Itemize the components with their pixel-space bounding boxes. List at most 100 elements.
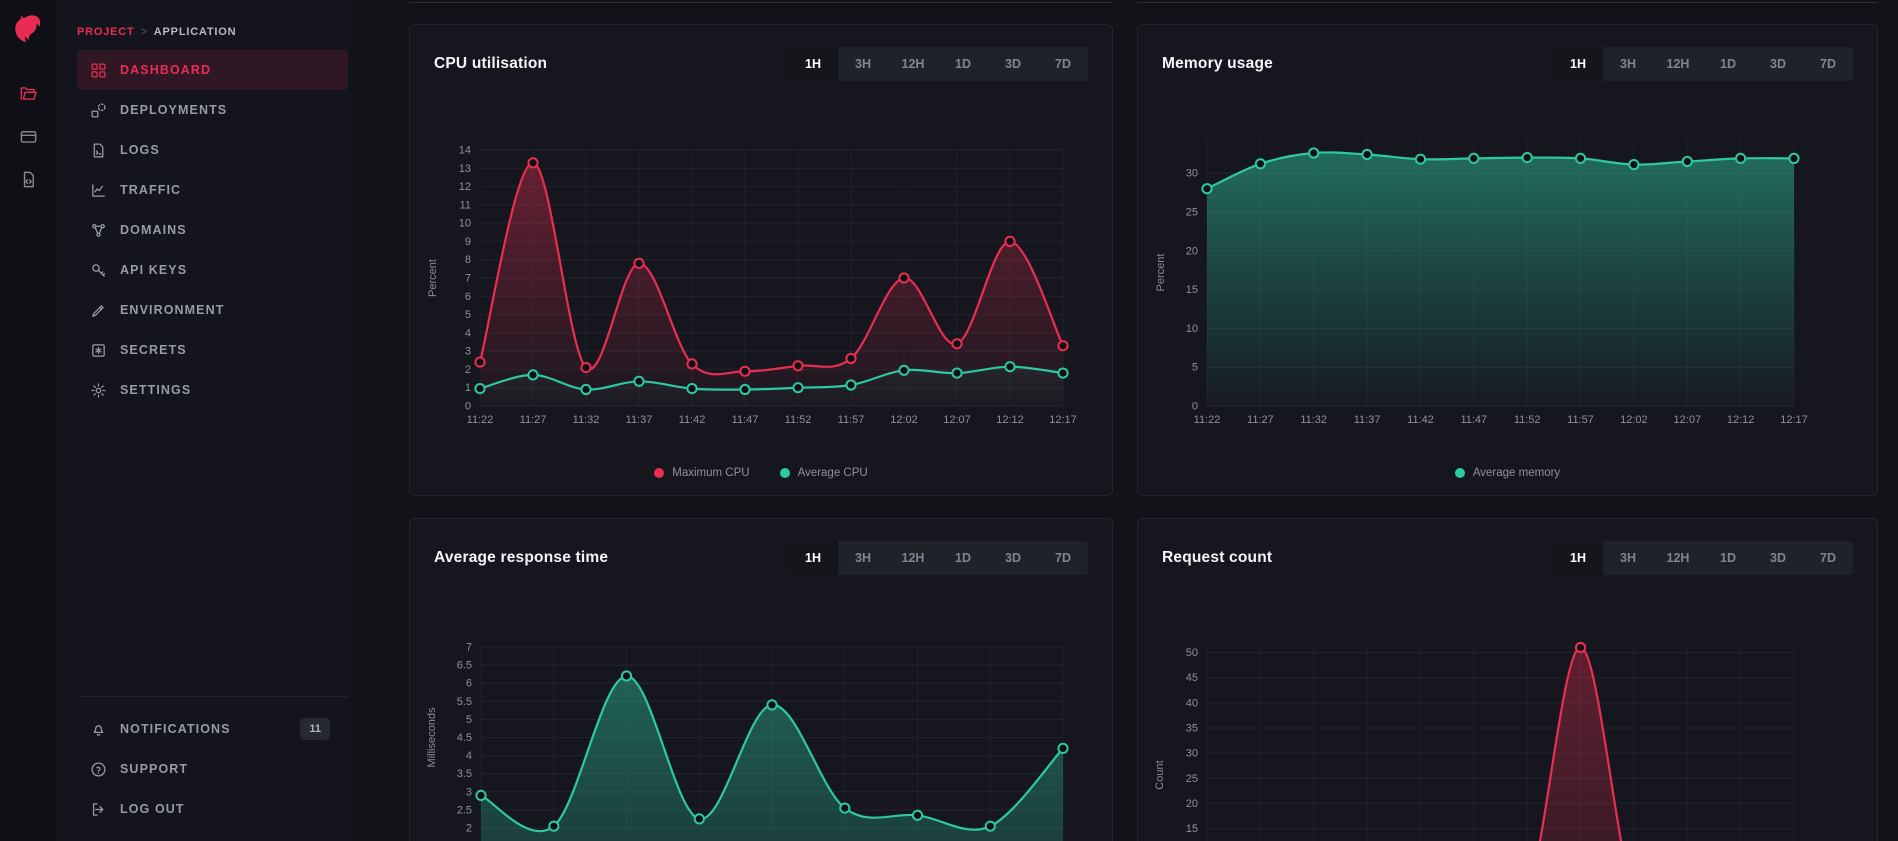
range-button-3d[interactable]: 3D [1753,541,1803,575]
time-range-selector: 1H 3H 12H 1D 3D 7D [1553,541,1853,575]
svg-text:6: 6 [465,291,471,303]
range-button-12h[interactable]: 12H [888,47,938,81]
range-button-1d[interactable]: 1D [938,47,988,81]
range-button-7d[interactable]: 7D [1803,541,1853,575]
svg-text:11: 11 [460,199,471,211]
svg-text:11:47: 11:47 [1460,414,1487,426]
range-button-12h[interactable]: 12H [1653,47,1703,81]
svg-text:4.5: 4.5 [457,732,472,744]
range-button-1d[interactable]: 1D [1703,47,1753,81]
range-button-1d[interactable]: 1D [938,541,988,575]
sidebar-item-deployments[interactable]: DEPLOYMENTS [77,90,348,130]
range-button-3d[interactable]: 3D [988,47,1038,81]
svg-text:40: 40 [1186,697,1198,709]
nest-logo[interactable] [10,10,48,48]
range-button-1h[interactable]: 1H [1553,541,1603,575]
sidebar-item-label: SUPPORT [120,762,189,776]
logs-icon [93,142,104,158]
range-button-3h[interactable]: 3H [1603,541,1653,575]
svg-text:15: 15 [1186,823,1198,835]
svg-text:10: 10 [459,218,471,230]
breadcrumb-application[interactable]: APPLICATION [153,26,237,38]
sidebar-item-environment[interactable]: ENVIRONMENT [77,290,348,330]
sidebar-item-label: LOGS [120,143,160,157]
legend-dot [1454,468,1465,478]
cutoff-card-edge [409,2,1113,3]
svg-text:8: 8 [465,254,471,266]
range-button-3d[interactable]: 3D [1753,47,1803,81]
range-button-1h[interactable]: 1H [788,47,838,81]
sidebar-item-notifications[interactable]: NOTIFICATIONS 11 [77,709,348,749]
legend-label: Maximum CPU [672,467,750,479]
range-button-1h[interactable]: 1H [1553,47,1603,81]
svg-text:2: 2 [465,364,471,376]
rail-button-code[interactable] [10,160,48,198]
svg-text:7: 7 [465,273,471,285]
response-time-card: Average response time 1H 3H 12H 1D 3D 7D 2 2.5… [409,518,1113,841]
svg-text:Milliseconds: Milliseconds [426,707,438,767]
request-count-chart[interactable]: 05101520253035404550Count [1138,597,1878,841]
sidebar-item-label: DEPLOYMENTS [120,103,228,117]
range-button-12h[interactable]: 12H [1653,541,1703,575]
svg-text:11:37: 11:37 [1354,414,1381,426]
svg-text:30: 30 [1186,168,1198,180]
legend-item-maximum-cpu[interactable]: Maximum CPU [654,467,750,479]
svg-text:11:22: 11:22 [1194,414,1221,426]
svg-text:10: 10 [1186,323,1198,335]
range-button-7d[interactable]: 7D [1803,47,1853,81]
legend-item-average-cpu[interactable]: Average CPU [779,467,868,479]
sidebar-item-label: API KEYS [120,263,188,277]
legend-item-average-memory[interactable]: Average memory [1454,467,1560,479]
range-button-3h[interactable]: 3H [1603,47,1653,81]
card-header: Average response time 1H 3H 12H 1D 3D 7D [410,519,1112,597]
time-range-selector: 1H 3H 12H 1D 3D 7D [1553,47,1853,81]
range-button-3h[interactable]: 3H [838,541,888,575]
breadcrumb-project[interactable]: PROJECT [77,26,135,38]
svg-text:11:32: 11:32 [573,414,600,426]
range-button-1h[interactable]: 1H [788,541,838,575]
range-button-1d[interactable]: 1D [1703,541,1753,575]
svg-text:5.5: 5.5 [457,696,472,708]
svg-text:0: 0 [1192,401,1198,413]
sidebar-item-logout[interactable]: LOG OUT [77,789,348,829]
card-header: Memory usage 1H 3H 12H 1D 3D 7D [1138,25,1877,103]
sidebar-item-label: DOMAINS [120,223,187,237]
memory-chart[interactable]: 0 5 10 15 20 25 30 11:22 11:27 11:32 11:37 11:42 11:… [1138,103,1878,496]
card-title-memory: Memory usage [1162,55,1273,72]
pencil-icon [92,304,104,317]
svg-text:11:27: 11:27 [1247,414,1274,426]
sidebar-footer: NOTIFICATIONS 11 SUPPORT LOG OUT [77,696,348,829]
sidebar-item-support[interactable]: SUPPORT [77,749,348,789]
range-button-7d[interactable]: 7D [1038,541,1088,575]
range-button-3h[interactable]: 3H [838,47,888,81]
time-range-selector: 1H 3H 12H 1D 3D 7D [788,541,1088,575]
svg-text:11:32: 11:32 [1300,414,1327,426]
file-code-icon [23,171,34,187]
sidebar-item-label: LOG OUT [120,802,185,816]
sidebar-item-secrets[interactable]: SECRETS [77,330,348,370]
svg-text:12:02: 12:02 [1620,414,1648,426]
key-icon [92,263,106,277]
range-button-7d[interactable]: 7D [1038,47,1088,81]
svg-text:14: 14 [459,145,471,157]
svg-text:45: 45 [1186,672,1198,684]
sidebar-item-dashboard[interactable]: DASHBOARD [77,50,348,90]
sidebar-item-logs[interactable]: LOGS [77,130,348,170]
rail-button-billing[interactable] [10,117,48,155]
response-time-chart[interactable]: 2 2.5 3 3.5 4 4.5 5 5.5 6 6.5 7 Milliseconds [410,597,1113,841]
legend-label: Average CPU [797,467,868,479]
range-button-3d[interactable]: 3D [988,541,1038,575]
notifications-badge: 11 [300,718,330,740]
range-button-12h[interactable]: 12H [888,541,938,575]
sidebar-item-traffic[interactable]: TRAFFIC [77,170,348,210]
rail-button-projects[interactable] [10,74,48,112]
sidebar-item-api-keys[interactable]: API KEYS [77,250,348,290]
sidebar-item-settings[interactable]: SETTINGS [77,370,348,410]
sidebar-nav: DASHBOARD DEPLOYMENTS LOGS TRAFFIC DOMAINS AP… [58,50,348,410]
sidebar-item-domains[interactable]: DOMAINS [77,210,348,250]
svg-text:12:07: 12:07 [1674,414,1702,426]
svg-text:11:52: 11:52 [785,414,812,426]
